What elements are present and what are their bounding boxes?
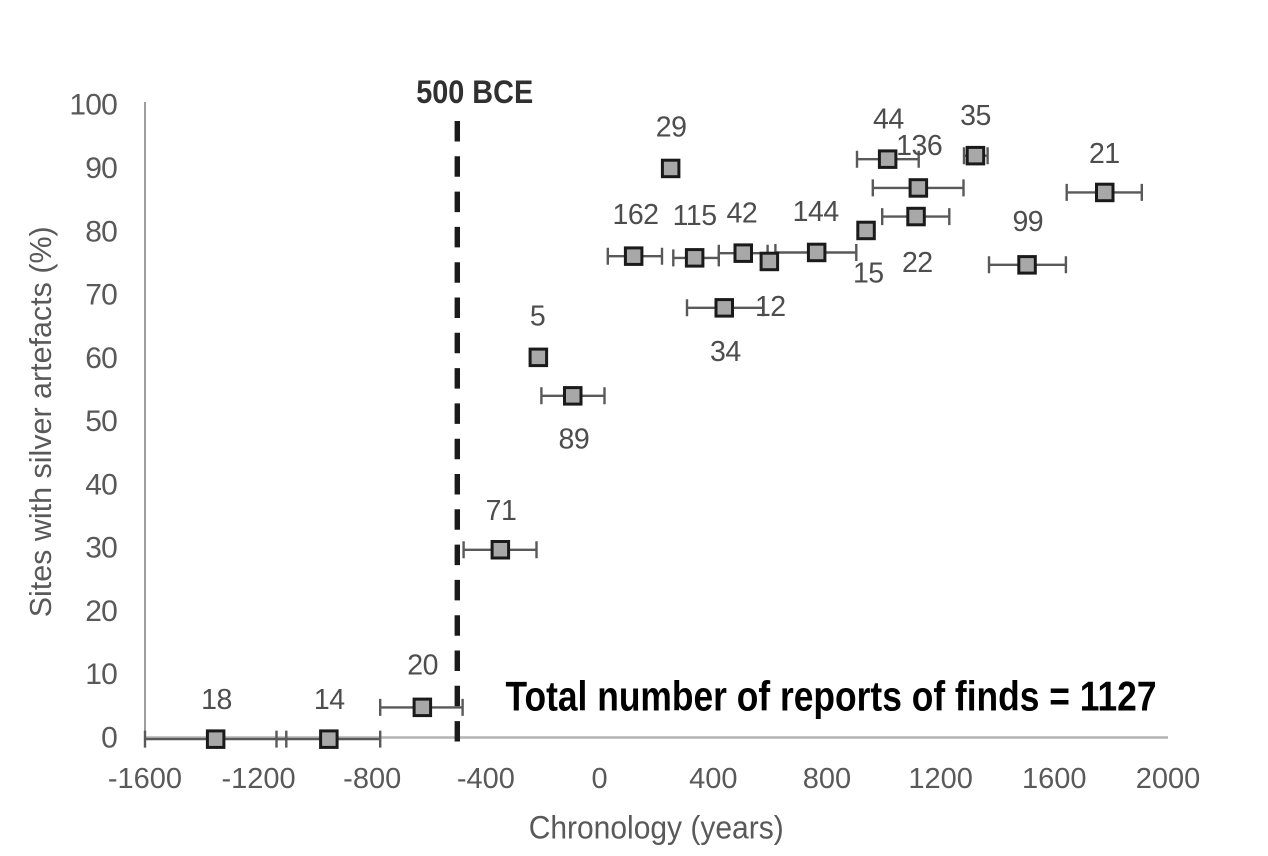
svg-text:136: 136 (896, 130, 942, 162)
svg-text:18: 18 (201, 684, 232, 716)
svg-text:35: 35 (960, 100, 991, 132)
svg-text:14: 14 (314, 684, 345, 716)
svg-text:Sites with silver artefacts (%: Sites with silver artefacts (%) (23, 226, 58, 617)
svg-text:1600: 1600 (1022, 763, 1087, 795)
svg-text:-1600: -1600 (108, 763, 182, 795)
svg-text:2000: 2000 (1136, 763, 1201, 795)
svg-text:Total number of reports of fin: Total number of reports of finds = 1127 (506, 673, 1157, 720)
svg-text:12: 12 (755, 291, 786, 323)
svg-text:29: 29 (656, 112, 687, 144)
svg-text:22: 22 (902, 247, 933, 279)
svg-text:40: 40 (85, 468, 117, 501)
svg-text:20: 20 (85, 595, 117, 628)
svg-text:44: 44 (873, 103, 904, 135)
svg-text:400: 400 (689, 763, 737, 795)
svg-text:162: 162 (612, 199, 658, 231)
svg-text:21: 21 (1089, 138, 1120, 170)
svg-text:70: 70 (85, 279, 117, 312)
svg-text:71: 71 (486, 495, 517, 527)
svg-text:-400: -400 (457, 763, 515, 795)
svg-text:-1200: -1200 (222, 763, 296, 795)
svg-text:50: 50 (85, 405, 117, 438)
svg-text:15: 15 (853, 258, 884, 290)
svg-text:89: 89 (559, 423, 590, 455)
svg-text:0: 0 (101, 722, 117, 755)
svg-text:115: 115 (673, 200, 717, 232)
svg-text:5: 5 (530, 301, 545, 333)
svg-text:20: 20 (407, 650, 438, 682)
svg-text:80: 80 (85, 215, 117, 248)
svg-text:60: 60 (85, 342, 117, 375)
svg-text:800: 800 (803, 763, 851, 795)
svg-text:1200: 1200 (908, 763, 973, 795)
svg-text:100: 100 (69, 89, 117, 122)
svg-text:99: 99 (1012, 206, 1043, 238)
svg-text:30: 30 (85, 532, 117, 565)
svg-text:90: 90 (85, 152, 117, 185)
svg-text:Chronology (years): Chronology (years) (529, 809, 784, 845)
svg-text:500 BCE: 500 BCE (416, 74, 533, 110)
svg-text:42: 42 (727, 198, 758, 230)
svg-text:-800: -800 (343, 763, 401, 795)
svg-text:0: 0 (592, 763, 608, 795)
svg-text:10: 10 (85, 658, 117, 691)
svg-text:34: 34 (710, 336, 741, 368)
svg-text:144: 144 (793, 196, 840, 228)
